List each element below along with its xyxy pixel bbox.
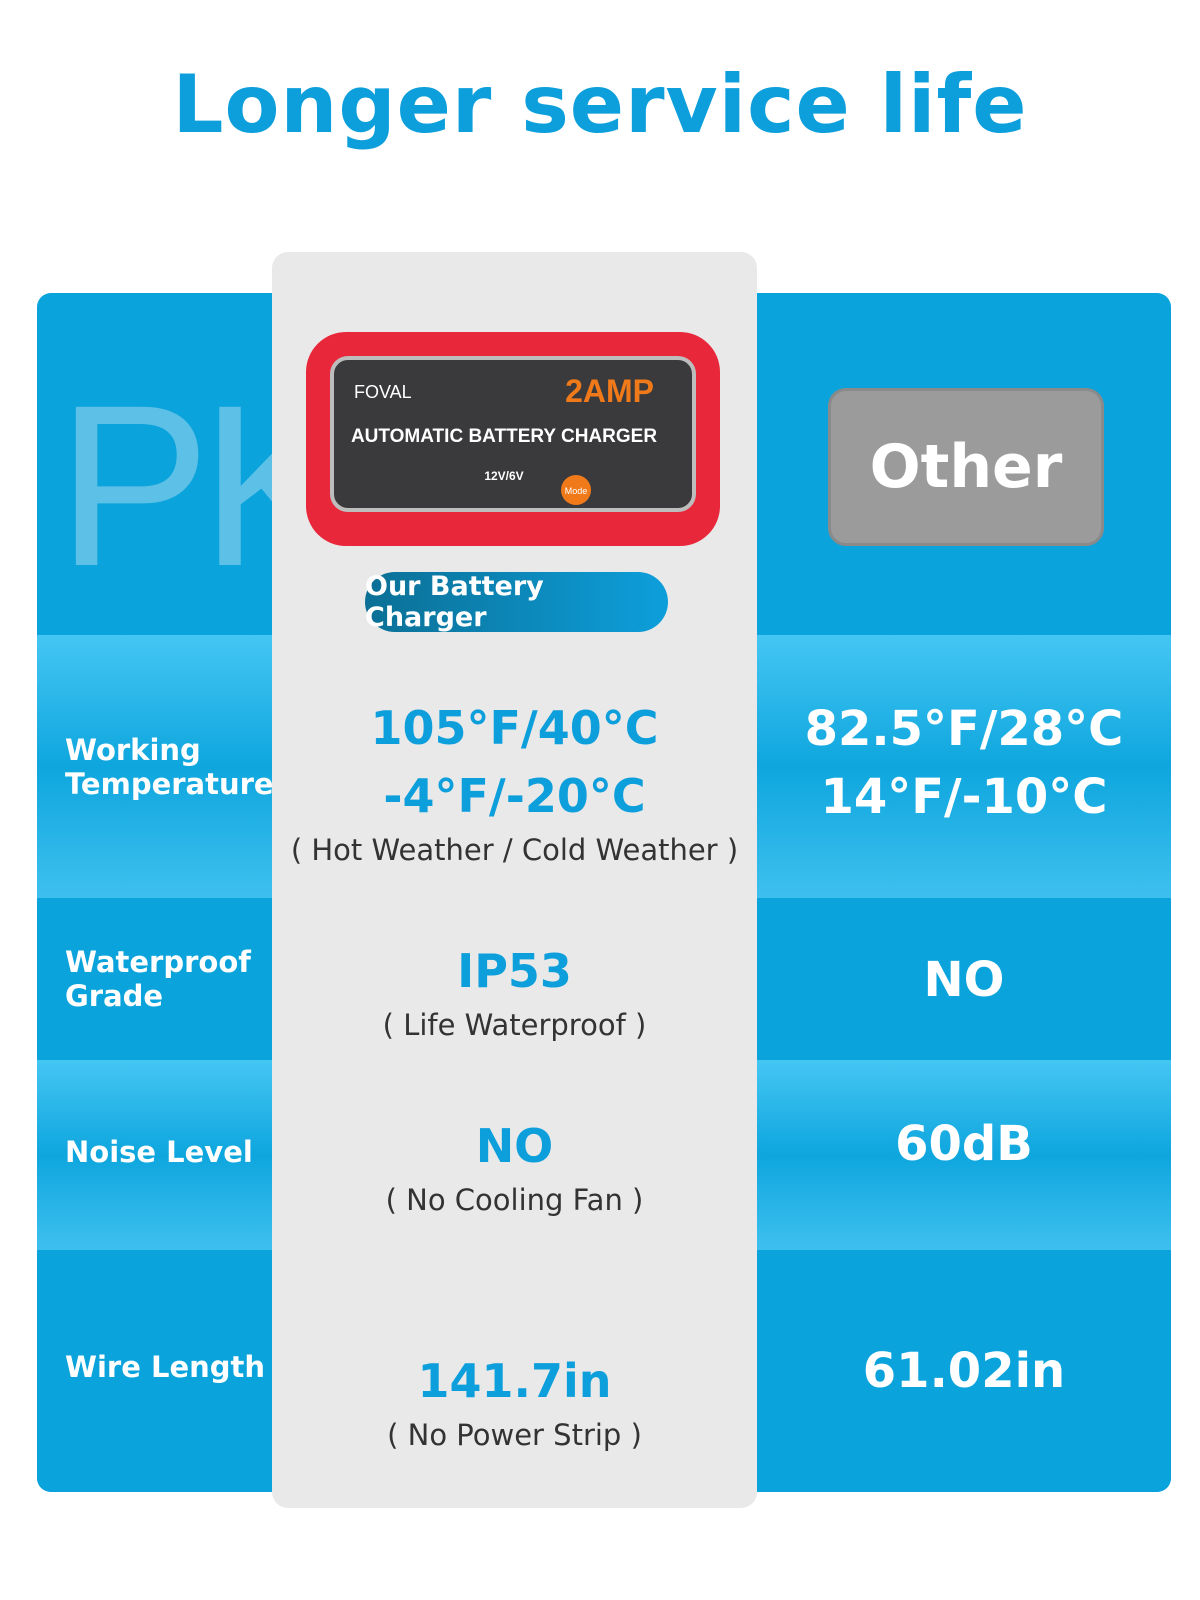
brand-logo: FOVAL xyxy=(354,382,412,402)
note: ( No Power Strip ) xyxy=(387,1418,642,1452)
product-name: AUTOMATIC BATTERY CHARGER xyxy=(351,426,657,447)
our-product-badge: Our Battery Charger xyxy=(365,571,668,633)
value: 105°F/40°C xyxy=(370,701,659,755)
label-noise-level: Noise Level xyxy=(65,1135,253,1169)
label-waterproof-grade: Waterproof Grade xyxy=(65,945,251,1013)
other-product-label: Other xyxy=(828,388,1104,546)
page-title: Longer service life xyxy=(172,58,1028,151)
ours-waterproof: IP53 ( Life Waterproof ) xyxy=(272,937,757,1045)
label-wire-length: Wire Length xyxy=(65,1350,266,1384)
other-waterproof: NO xyxy=(923,952,1005,1008)
other-noise: 60dB xyxy=(895,1116,1033,1172)
value: 14°F/-10°C xyxy=(820,769,1108,825)
other-temperature: 82.5°F/28°C 14°F/-10°C xyxy=(757,695,1171,831)
value: 141.7in xyxy=(417,1354,612,1408)
label-working-temperature: Working Temperature xyxy=(65,733,274,801)
value: -4°F/-20°C xyxy=(383,769,646,823)
note: ( Life Waterproof ) xyxy=(382,1008,647,1042)
mode-label: Mode xyxy=(565,486,588,496)
note: ( Hot Weather / Cold Weather ) xyxy=(290,833,739,867)
ours-temperature: 105°F/40°C -4°F/-20°C ( Hot Weather / Co… xyxy=(272,694,757,870)
note: ( No Cooling Fan ) xyxy=(385,1183,644,1217)
value: 82.5°F/28°C xyxy=(804,701,1124,757)
value: IP53 xyxy=(457,944,572,998)
charger-panel xyxy=(330,356,696,512)
ours-noise: NO ( No Cooling Fan ) xyxy=(272,1112,757,1220)
other-wire: 61.02in xyxy=(862,1343,1066,1399)
battery-charger-image: FOVAL 2AMP AUTOMATIC BATTERY CHARGER 12V… xyxy=(306,332,720,546)
amp-label: 2AMP xyxy=(565,373,654,409)
ours-wire: 141.7in ( No Power Strip ) xyxy=(272,1347,757,1455)
value: NO xyxy=(475,1119,554,1173)
mode-button-icon xyxy=(561,475,591,505)
voltage-label: 12V/6V xyxy=(484,469,523,483)
